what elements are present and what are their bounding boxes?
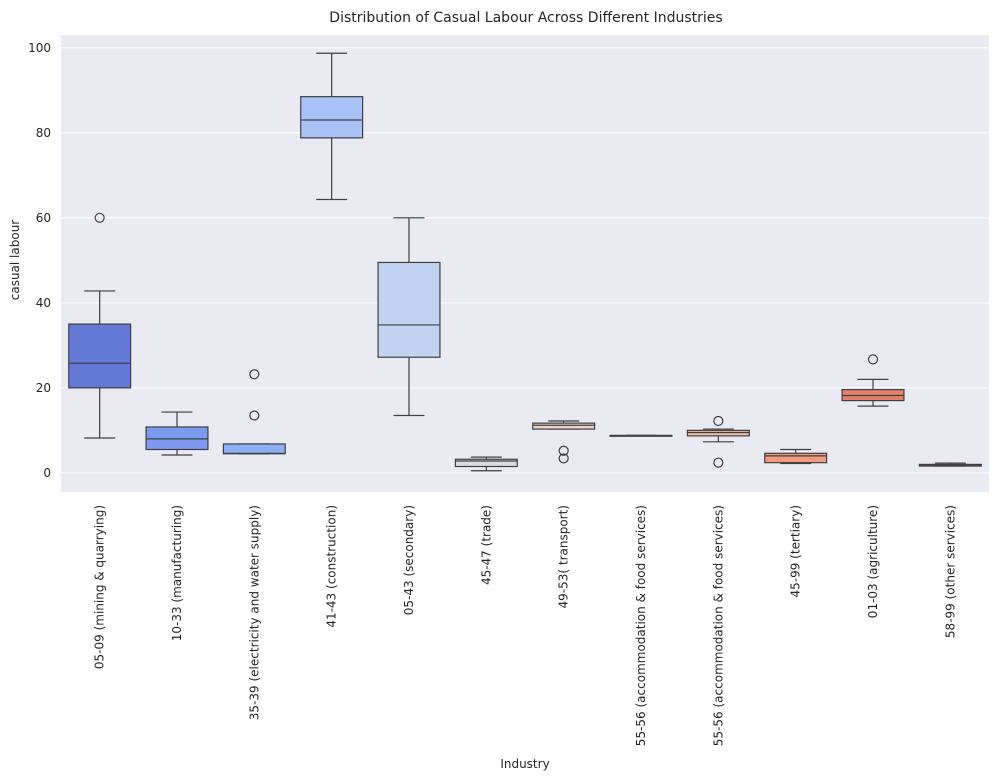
x-tick-label: 45-99 (tertiary): [789, 505, 803, 598]
iqr-box: [764, 452, 828, 464]
y-tick-label: 100: [28, 41, 51, 55]
outlier-point: [867, 354, 879, 365]
plot-area: [61, 35, 989, 492]
x-tick-label: 01-03 (agriculture): [866, 505, 880, 618]
y-tick-label: 20: [36, 381, 51, 395]
box-11: [841, 354, 905, 407]
box-4: [300, 52, 364, 201]
iqr-box: [377, 261, 441, 358]
outlier-point: [713, 415, 724, 427]
iqr-box: [222, 443, 286, 455]
box-7: [532, 420, 596, 464]
x-tick-label: 55-56 (accommodation & food services): [711, 505, 725, 746]
box-8: [609, 434, 673, 437]
box-5: [377, 217, 441, 417]
x-tick-labels: 05-09 (mining & quarrying) 10-33 (manufac…: [93, 505, 958, 746]
outlier-point: [558, 453, 569, 464]
y-axis-label: casual labour: [8, 220, 22, 301]
boxes-layer: [68, 52, 982, 472]
iqr-box: [145, 426, 209, 451]
y-tick-label: 60: [36, 211, 51, 225]
x-tick-label: 55-56 (accommodation & food services): [634, 505, 648, 746]
x-tick-label: 41-43 (construction): [325, 505, 339, 628]
outlier-point: [94, 212, 105, 223]
x-tick-label: 49-53( transport): [557, 505, 571, 609]
x-tick-label: 10-33 (manufacturing): [170, 505, 184, 641]
box-10: [764, 448, 828, 465]
box-6: [454, 456, 518, 472]
box-1: [68, 212, 132, 439]
x-tick-label: 45-47 (trade): [479, 505, 493, 585]
outlier-point: [249, 410, 260, 421]
iqr-box: [68, 323, 132, 389]
iqr-box: [300, 96, 364, 139]
chart-title: Distribution of Casual Labour Across Dif…: [329, 10, 722, 26]
x-tick-label: 35-39 (electricity and water supply): [247, 505, 261, 720]
x-tick-label: 58-99 (other services): [943, 505, 957, 638]
grid-lines: [61, 47, 989, 474]
outlier-point: [249, 369, 260, 380]
x-tick-label: 05-09 (mining & quarrying): [93, 505, 107, 669]
outlier-point: [713, 457, 724, 468]
box-12: [918, 462, 982, 467]
x-tick-label: 05-43 (secondary): [402, 505, 416, 615]
y-tick-label: 0: [43, 466, 51, 480]
box-2: [145, 411, 209, 456]
box-3: [222, 369, 286, 455]
y-tick-label: 40: [36, 296, 51, 310]
x-axis-label: Industry: [500, 757, 549, 771]
y-tick-labels: 0 20 40 60 80 100: [28, 41, 51, 480]
iqr-box: [686, 429, 750, 437]
y-tick-label: 80: [36, 126, 51, 140]
iqr-box: [454, 458, 518, 468]
box-9: [686, 415, 750, 468]
outlier-point: [558, 445, 569, 456]
iqr-box: [532, 422, 596, 430]
